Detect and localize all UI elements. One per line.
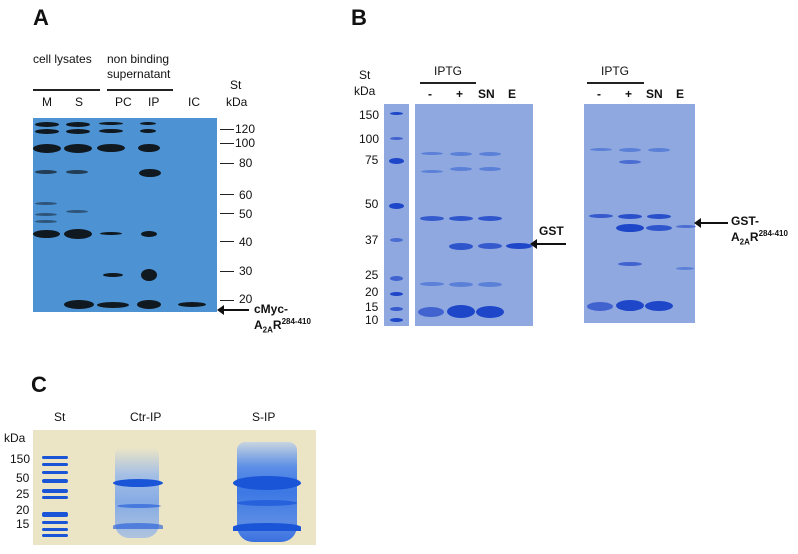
lane-label-plus-2: + (625, 87, 633, 101)
annotation-gst: GST (539, 224, 564, 238)
western-blot-a (33, 118, 217, 312)
marker-50: 50 (239, 207, 253, 221)
arrow-icon (530, 239, 566, 249)
marker-37: 37 (365, 233, 379, 247)
lane-label-minus-1: - (428, 87, 432, 101)
panel-letter-a: A (33, 5, 49, 30)
marker-header-kda: kDa (226, 95, 248, 109)
lane-label-st: St (54, 410, 66, 424)
marker-lane-b (384, 104, 409, 326)
unit-kda: kDa (4, 431, 26, 445)
lane-label-pc: PC (115, 95, 132, 109)
annotation-gst-a2ar-line2: A2AR284-410 (731, 229, 788, 247)
annotation-cmyc: cMyc- (254, 302, 289, 316)
marker-10: 10 (365, 313, 379, 327)
lane-label-e-1: E (508, 87, 517, 101)
lane-label-minus-2: - (597, 87, 601, 101)
annotation-gst-a2ar-line1: GST- (731, 214, 760, 228)
marker-150: 150 (359, 108, 380, 122)
marker-100: 100 (235, 136, 256, 150)
coomassie-gel-1 (415, 104, 533, 326)
lane-label-s-ip: S-IP (252, 410, 276, 424)
marker-15: 15 (16, 517, 30, 531)
marker-15: 15 (365, 300, 379, 314)
marker-80: 80 (239, 156, 253, 170)
group-line-iptg-1 (420, 82, 476, 84)
marker-100: 100 (359, 132, 380, 146)
lane-label-sn-1: SN (478, 87, 495, 101)
arrow-icon (694, 218, 728, 228)
group-line-lysates (33, 89, 100, 91)
marker-25: 25 (16, 487, 30, 501)
coomassie-gel-2 (584, 104, 696, 323)
marker-25: 25 (365, 268, 379, 282)
marker-50: 50 (16, 471, 30, 485)
marker-50: 50 (365, 197, 379, 211)
lane-label-s: S (75, 95, 84, 109)
marker-150: 150 (10, 452, 31, 466)
group-label-iptg-2: IPTG (601, 64, 630, 78)
marker-20: 20 (239, 292, 253, 306)
lane-label-ip: IP (148, 95, 160, 109)
marker-20: 20 (365, 285, 379, 299)
marker-header-st: St (359, 68, 371, 82)
marker-header-kda: kDa (354, 84, 376, 98)
panel-letter-c: C (31, 372, 47, 397)
panel-letter-b: B (351, 5, 367, 30)
lane-label-m: M (42, 95, 52, 109)
lane-label-ctr-ip: Ctr-IP (130, 410, 162, 424)
group-label-supernatant: supernatant (107, 67, 171, 81)
lane-label-e-2: E (676, 87, 685, 101)
lane-label-plus-1: + (456, 87, 464, 101)
marker-30: 30 (239, 264, 253, 278)
group-label-iptg-1: IPTG (434, 64, 463, 78)
marker-60: 60 (239, 188, 253, 202)
marker-header-st: St (230, 78, 242, 92)
group-label-non-binding: non binding (107, 52, 170, 66)
marker-20: 20 (16, 503, 30, 517)
group-line-supernatant (107, 89, 173, 91)
group-label-cell-lysates: cell lysates (33, 52, 92, 66)
marker-75: 75 (365, 153, 379, 167)
marker-120: 120 (235, 122, 256, 136)
coomassie-gel-c (33, 430, 316, 545)
lane-label-ic: IC (188, 95, 200, 109)
arrow-icon (217, 305, 249, 315)
lane-label-sn-2: SN (646, 87, 663, 101)
marker-40: 40 (239, 235, 253, 249)
annotation-a2ar: A2AR284-410 (254, 317, 311, 335)
group-line-iptg-2 (587, 82, 644, 84)
